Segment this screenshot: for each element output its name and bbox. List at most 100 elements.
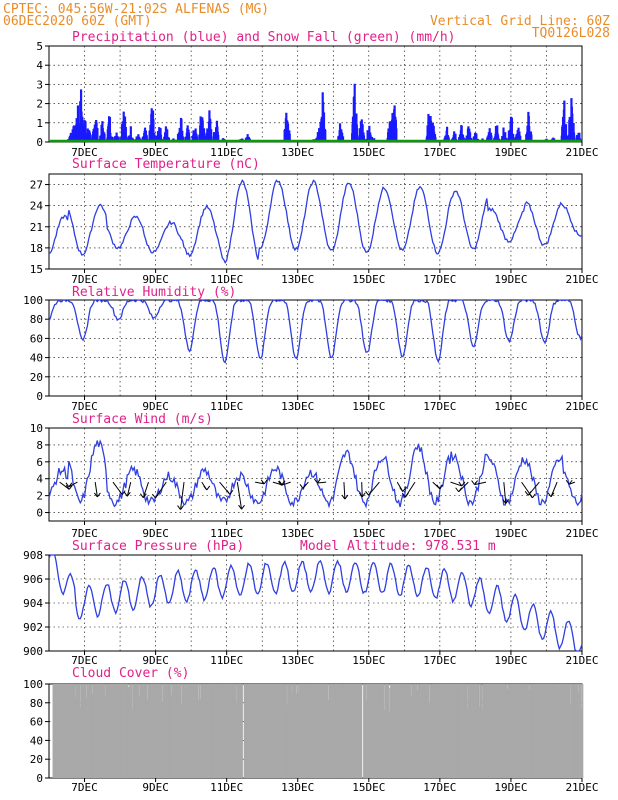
cloud-bar	[181, 703, 183, 778]
cloud-bar	[535, 684, 538, 778]
cloud-bar	[462, 684, 464, 778]
x-tick-label: 17DEC	[423, 400, 456, 413]
wind-arrow-head	[461, 481, 466, 487]
cloud-bar	[302, 684, 305, 778]
cloud-bar	[250, 684, 252, 778]
cloud-bar	[353, 684, 356, 778]
wind-arrow-head	[226, 490, 231, 495]
panel-title: Surface Pressure (hPa)	[72, 539, 244, 554]
precip-bar	[565, 135, 568, 142]
cloud-bar	[428, 702, 430, 778]
cloud-bar	[424, 684, 426, 778]
cloud-bar	[342, 684, 344, 778]
cloud-bar	[488, 684, 490, 778]
precip-bar	[454, 133, 457, 142]
cloud-bar	[577, 692, 580, 778]
y-tick-label: 4	[36, 473, 43, 486]
cloud-bar	[93, 684, 96, 778]
cloud-bar	[320, 684, 322, 778]
cloud-bar	[476, 684, 479, 778]
cloud-bar	[395, 684, 397, 778]
cloud-bar	[233, 684, 236, 778]
cloud-bar	[351, 684, 354, 778]
cloud-bar	[377, 684, 379, 778]
cloud-bar	[66, 684, 68, 778]
precip-bar	[110, 136, 114, 142]
cloud-bar	[127, 688, 130, 778]
cloud-bar	[53, 684, 56, 778]
cloud-bar	[146, 684, 148, 778]
series-line	[48, 179, 583, 264]
cloud-bar	[129, 684, 131, 778]
header-grid-note: Vertical Grid Line: 60Z	[430, 14, 610, 29]
cloud-bar	[360, 684, 363, 778]
cloud-bar	[126, 684, 128, 778]
precip-bar	[188, 137, 191, 142]
cloud-bar	[378, 684, 381, 778]
cloud-bar	[257, 684, 260, 778]
cloud-bar	[326, 684, 328, 778]
x-tick-label: 11DEC	[210, 400, 243, 413]
series-line	[48, 554, 583, 652]
cloud-bar	[161, 702, 164, 778]
cloud-bar	[533, 684, 535, 778]
y-tick-label: 27	[30, 179, 43, 192]
cloud-bar	[279, 684, 281, 778]
cloud-bar	[449, 684, 452, 778]
cloud-bar	[177, 684, 179, 778]
y-tick-label: 0	[36, 390, 43, 403]
cloud-bar	[56, 684, 58, 778]
cloud-bar	[86, 684, 88, 778]
cloud-bar	[127, 684, 129, 778]
precip-bar	[152, 119, 155, 142]
cloud-bar	[442, 684, 445, 778]
cloud-bar	[483, 684, 486, 778]
cloud-bar	[98, 684, 100, 778]
cloud-bar	[452, 684, 454, 778]
cloud-bar	[338, 684, 341, 778]
cloud-bar	[521, 684, 523, 778]
cloud-bar	[371, 684, 373, 778]
cloud-bar	[331, 684, 333, 778]
cloud-bar	[522, 684, 524, 778]
wind-arrow-head	[399, 487, 404, 492]
cloud-bar	[138, 684, 140, 778]
cloud-bar	[337, 684, 339, 778]
cloud-bar	[166, 684, 168, 778]
cloud-bar	[341, 684, 344, 778]
cloud-bar	[214, 684, 216, 778]
wind-arrow-head	[532, 493, 536, 499]
cloud-bar	[564, 684, 566, 778]
y-tick-label: 900	[23, 645, 43, 658]
cloud-bar	[407, 684, 410, 778]
wind-arrow-head	[365, 490, 369, 496]
precip-bar	[356, 128, 359, 142]
cloud-bar	[304, 684, 307, 778]
cloud-bar	[257, 684, 259, 778]
cloud-bar	[224, 684, 226, 778]
cloud-bar	[232, 684, 234, 778]
cloud-bar	[570, 684, 572, 778]
cloud-bar	[496, 684, 498, 778]
cloud-bar	[266, 684, 268, 778]
cloud-bar	[170, 695, 172, 778]
x-tick-label: 21DEC	[565, 146, 598, 159]
cloud-bar	[256, 684, 258, 778]
cloud-bar	[106, 684, 108, 778]
cloud-bar	[118, 684, 120, 778]
cloud-bar	[461, 684, 464, 778]
cloud-bar	[425, 684, 427, 778]
x-tick-label: 7DEC	[71, 654, 98, 667]
cloud-bar	[383, 710, 386, 778]
cloud-bar	[103, 684, 105, 778]
cloud-bar	[481, 709, 484, 778]
cloud-bar	[112, 684, 115, 778]
cloud-bar	[59, 684, 61, 778]
cloud-bar	[68, 684, 71, 778]
cloud-bar	[283, 684, 285, 778]
cloud-bar	[368, 684, 370, 778]
cloud-bar	[161, 684, 163, 778]
wind-arrow-head	[302, 484, 307, 489]
cloud-bar	[130, 684, 132, 778]
cloud-bar	[385, 684, 387, 778]
